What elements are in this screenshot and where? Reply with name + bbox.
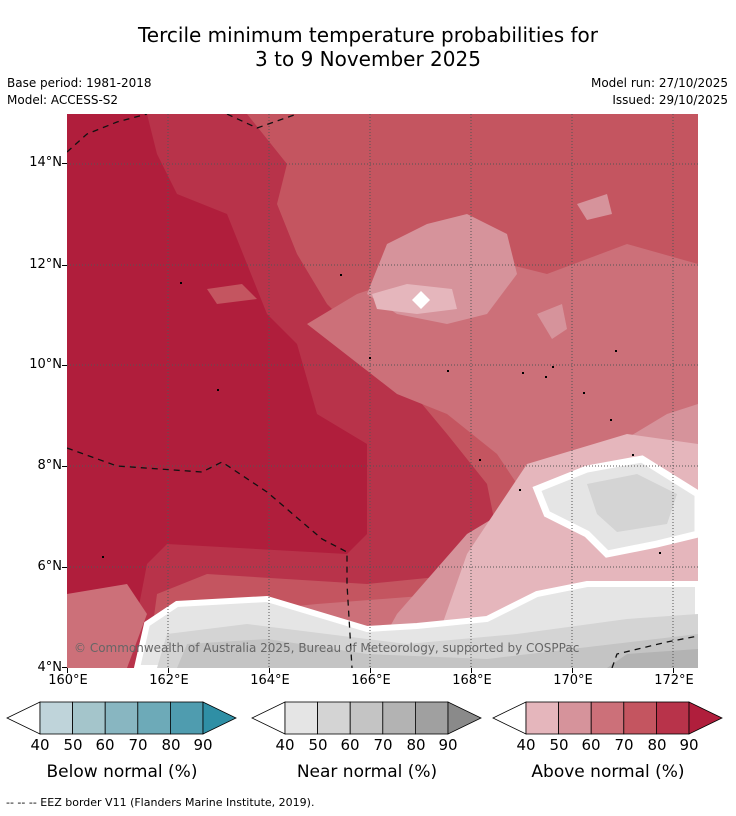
lon-tick bbox=[471, 668, 472, 673]
colorbar-tick: 80 bbox=[406, 736, 426, 754]
lon-tick bbox=[67, 668, 68, 673]
colorbar-tick: 90 bbox=[438, 736, 458, 754]
lat-tick bbox=[62, 265, 67, 266]
colorbar-tick: 50 bbox=[63, 736, 83, 754]
lat-tick bbox=[62, 466, 67, 467]
colorbar-tick: 80 bbox=[647, 736, 667, 754]
lat-tick bbox=[62, 667, 67, 668]
colorbar-segment bbox=[169, 701, 204, 735]
lon-tick bbox=[673, 668, 674, 673]
near-normal-colorbar bbox=[251, 701, 482, 735]
above-60-region bbox=[67, 584, 147, 668]
lon-tick bbox=[269, 668, 270, 673]
lon-label: 172°E bbox=[654, 673, 694, 688]
near-70-region bbox=[607, 649, 698, 668]
model-run: Model run: 27/10/2025 bbox=[590, 76, 728, 90]
lon-label: 170°E bbox=[553, 673, 593, 688]
colorbar-segment bbox=[39, 701, 73, 735]
colorbar-extend-right bbox=[688, 701, 723, 735]
above-70-region bbox=[207, 284, 257, 304]
colorbar-tick: 60 bbox=[581, 736, 601, 754]
colorbar-tick: 40 bbox=[516, 736, 536, 754]
lat-label: 12°N bbox=[29, 257, 62, 272]
lat-tick bbox=[62, 567, 67, 568]
colorbar-segment bbox=[655, 701, 690, 735]
lon-tick bbox=[168, 668, 169, 673]
near-60-region bbox=[177, 634, 698, 668]
colorbar-tick: 50 bbox=[549, 736, 569, 754]
colorbar-tick: 40 bbox=[30, 736, 50, 754]
lat-label: 6°N bbox=[37, 559, 63, 574]
below-normal-label: Below normal (%) bbox=[46, 762, 198, 782]
issued-date: Issued: 29/10/2025 bbox=[612, 93, 728, 107]
model-name: Model: ACCESS-S2 bbox=[7, 93, 119, 107]
lon-label: 168°E bbox=[452, 673, 492, 688]
eez-footnote: -- -- -- EEZ border V11 (Flanders Marine… bbox=[6, 796, 315, 809]
colorbar-segment bbox=[558, 701, 592, 735]
map-title-line1: Tercile minimum temperature probabilitie… bbox=[137, 23, 599, 47]
diamond-marker bbox=[412, 291, 430, 309]
colorbar-segment bbox=[525, 701, 559, 735]
islands bbox=[102, 274, 661, 558]
lon-label: 160°E bbox=[48, 673, 88, 688]
colorbar-extend-left bbox=[251, 701, 286, 735]
map-title-line2: 3 to 9 November 2025 bbox=[255, 47, 481, 71]
lat-label: 10°N bbox=[29, 357, 62, 372]
graticule bbox=[67, 114, 698, 668]
probability-map bbox=[67, 114, 698, 668]
colorbar-segment bbox=[317, 701, 351, 735]
colorbar-tick: 80 bbox=[161, 736, 181, 754]
colorbar-segment bbox=[590, 701, 625, 735]
colorbar-segment bbox=[414, 701, 449, 735]
above-normal-label: Above normal (%) bbox=[531, 762, 685, 782]
lat-label: 8°N bbox=[37, 458, 63, 473]
colorbar-segment bbox=[623, 701, 657, 735]
colorbar-extend-left bbox=[6, 701, 41, 735]
below-normal-colorbar bbox=[6, 701, 237, 735]
eez-border bbox=[67, 114, 698, 668]
colorbar-tick: 70 bbox=[614, 736, 634, 754]
colorbar-segment bbox=[382, 701, 416, 735]
lon-label: 166°E bbox=[351, 673, 391, 688]
lat-tick bbox=[62, 163, 67, 164]
colorbar-segment bbox=[349, 701, 384, 735]
colorbar-segment bbox=[104, 701, 139, 735]
colorbar-tick: 70 bbox=[128, 736, 148, 754]
colorbar-extend-left bbox=[492, 701, 527, 735]
near-normal-label: Near normal (%) bbox=[296, 762, 438, 782]
above-normal-colorbar bbox=[492, 701, 723, 735]
lon-tick bbox=[370, 668, 371, 673]
copyright-notice: © Commonwealth of Australia 2025, Bureau… bbox=[74, 641, 580, 655]
near-50-region bbox=[587, 474, 677, 532]
colorbar-tick: 60 bbox=[340, 736, 360, 754]
colorbar-extend-right bbox=[202, 701, 237, 735]
lon-tick bbox=[572, 668, 573, 673]
colorbar-tick: 90 bbox=[679, 736, 699, 754]
base-period: Base period: 1981-2018 bbox=[7, 76, 152, 90]
colorbar-extend-right bbox=[447, 701, 482, 735]
lat-tick bbox=[62, 365, 67, 366]
above-50-region bbox=[577, 194, 612, 220]
lat-label: 14°N bbox=[29, 155, 62, 170]
colorbar-tick: 70 bbox=[373, 736, 393, 754]
colorbar-tick: 90 bbox=[193, 736, 213, 754]
lat-label: 4°N bbox=[37, 660, 63, 675]
lon-label: 164°E bbox=[250, 673, 290, 688]
colorbar-segment bbox=[72, 701, 106, 735]
colorbar-segment bbox=[137, 701, 171, 735]
lon-label: 162°E bbox=[149, 673, 189, 688]
colorbar-tick: 60 bbox=[95, 736, 115, 754]
colorbar-segment bbox=[284, 701, 318, 735]
colorbar-tick: 50 bbox=[308, 736, 328, 754]
above-50-region bbox=[537, 304, 567, 339]
colorbar-tick: 40 bbox=[275, 736, 295, 754]
